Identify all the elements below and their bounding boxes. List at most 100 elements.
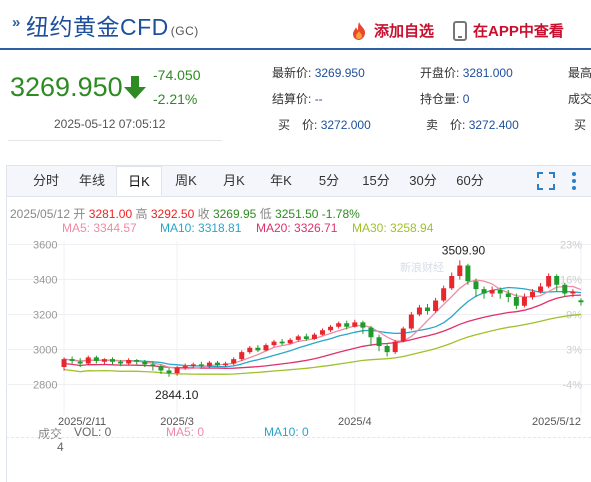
candle-body (287, 339, 293, 344)
add-watchlist-button[interactable]: 添加自选 (350, 20, 434, 41)
candle (384, 344, 390, 357)
candle-body (77, 361, 83, 364)
tab-daily-k[interactable]: 日K (116, 166, 162, 196)
chart-grid (6, 241, 591, 415)
candle-body (546, 276, 552, 287)
tab-yearly-k[interactable]: 年K (270, 173, 292, 188)
tab-weekly-k[interactable]: 周K (175, 173, 197, 188)
tab-15min[interactable]: 15分 (362, 173, 390, 188)
candle-body (93, 357, 99, 361)
candle (255, 345, 261, 353)
stat-oi-value: 0 (462, 92, 470, 106)
stat-ask-value: 3272.400 (468, 118, 519, 132)
y-pct-tick-label: -4% (562, 380, 582, 392)
y-pct-tick-label: 23% (560, 240, 582, 252)
candle (190, 362, 196, 368)
candle (77, 358, 83, 367)
legend-ma5: MA5: 3344.57 (62, 221, 137, 235)
candle-body (214, 362, 221, 366)
double-chevron-icon: » (12, 14, 21, 31)
more-options-icon[interactable] (570, 170, 578, 192)
candle-body (424, 307, 431, 311)
x-tick-label: 2025/4 (338, 416, 372, 428)
quote-timestamp: 2025-05-12 07:05:12 (54, 117, 166, 131)
candle-body (328, 326, 334, 331)
candle (134, 359, 140, 365)
flame-icon (353, 21, 366, 40)
candle (311, 332, 317, 340)
candle-body (126, 360, 132, 364)
volume-ma5: MA5: 0 (166, 425, 205, 439)
candle-body (352, 322, 358, 327)
view-in-app-button[interactable]: 在APP中查看 (453, 20, 564, 41)
y-tick-label: 3600 (33, 240, 57, 252)
candle-body (174, 367, 180, 374)
candle-body (109, 359, 116, 362)
x-tick-label: 2025/5/12 (532, 416, 581, 428)
line-ma20 (63, 294, 582, 369)
candle-body (376, 337, 382, 346)
candle (287, 338, 293, 345)
candle-body (263, 345, 269, 351)
candle (206, 360, 212, 368)
stat-open: 开盘价: 3281.000 (420, 64, 513, 81)
stat-bid: 买 价: 3272.000 (278, 116, 371, 133)
y-pct-tick-label: 16% (560, 275, 582, 287)
candle (69, 356, 75, 364)
candle (400, 326, 406, 343)
candle (93, 355, 99, 364)
candle-body (497, 290, 503, 294)
candle-body (465, 265, 471, 282)
stat-settle-label: 结算价: (272, 92, 312, 106)
candle-body (190, 364, 196, 367)
candle (101, 358, 107, 365)
x-tick-label: 2025/3 (160, 416, 194, 428)
candle-body (433, 300, 439, 311)
candle (505, 290, 511, 303)
candle (457, 260, 463, 280)
tab-yearline[interactable]: 年线 (78, 173, 105, 188)
candle (465, 263, 471, 285)
candle-body (408, 314, 414, 329)
stat-open-interest: 持仓量: 0 (420, 90, 469, 107)
stat-high-label: 最高 (568, 66, 591, 80)
stat-deal-label: 成交 (568, 92, 591, 106)
candle (174, 366, 180, 376)
candle (538, 283, 544, 294)
tab-5min[interactable]: 5分 (318, 173, 340, 188)
candle-body (158, 366, 164, 371)
candle (295, 334, 301, 342)
y-tick-label: 2800 (33, 380, 57, 392)
candle (481, 286, 487, 299)
tab-30min[interactable]: 30分 (409, 173, 437, 188)
candle-body (449, 276, 455, 289)
candle (513, 293, 519, 310)
stat-oi-label: 持仓量: (420, 92, 460, 106)
candle (416, 304, 422, 317)
tab-monthly-k[interactable]: 月K (223, 173, 245, 188)
annotation-high: 3509.90 (442, 243, 486, 257)
candle (231, 357, 237, 366)
volume-axis-value: 4 (57, 440, 64, 454)
candle-body (489, 290, 495, 294)
candle-body (416, 307, 422, 315)
chart-panel (6, 165, 591, 482)
ohlc-close: 3269.95 (212, 207, 257, 221)
tab-60min[interactable]: 60分 (456, 173, 484, 188)
candle-body (231, 359, 237, 364)
candle-body (513, 297, 519, 306)
candle-body (206, 362, 212, 367)
candle (497, 287, 503, 299)
fullscreen-icon[interactable] (537, 172, 555, 190)
candle (328, 325, 334, 332)
tab-intraday[interactable]: 分时 (32, 173, 59, 188)
candle (247, 346, 253, 354)
candle (368, 325, 374, 346)
candle (223, 361, 229, 367)
stat-bid-value: 3272.000 (320, 118, 371, 132)
candle (142, 360, 148, 367)
candle-body (118, 361, 124, 364)
phone-icon (453, 20, 467, 41)
candle (303, 333, 309, 341)
candle-body (521, 297, 527, 306)
